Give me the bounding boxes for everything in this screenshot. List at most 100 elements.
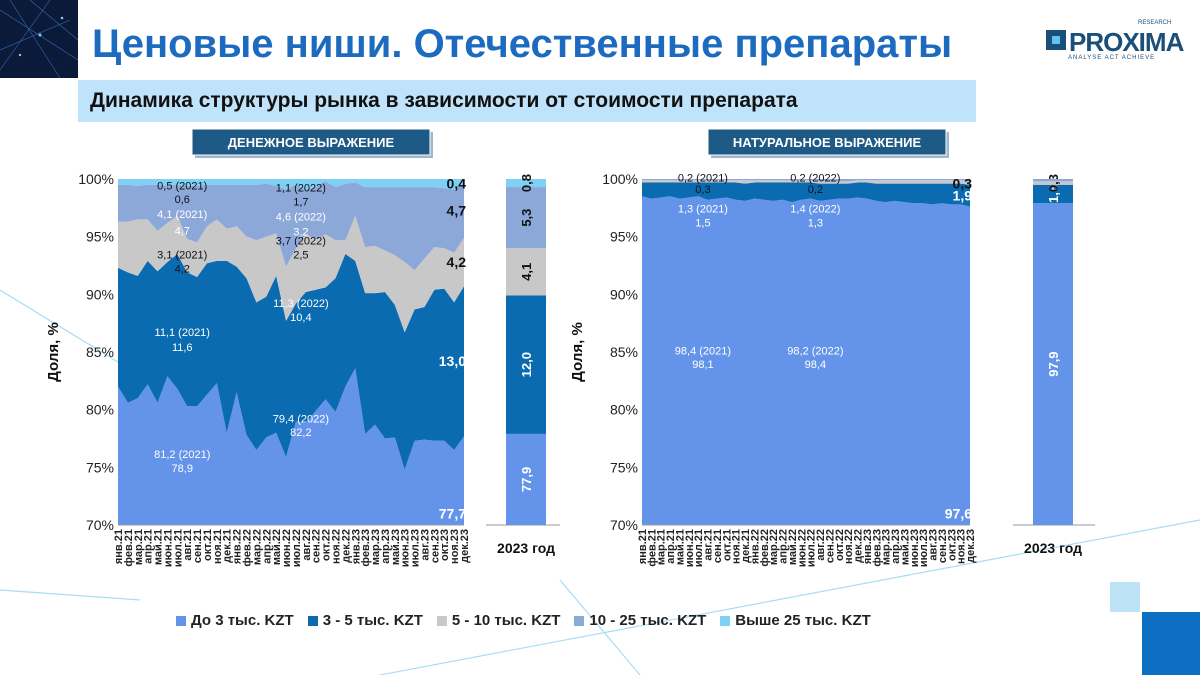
data-annotation: 1,4 (2022) bbox=[790, 203, 840, 215]
data-annotation: 3,7 (2022) bbox=[276, 236, 326, 248]
year-bar-caption: 2023 год bbox=[497, 540, 555, 556]
x-tick-label: июн.22 bbox=[796, 529, 808, 567]
chart-header-text: ДЕНЕЖНОЕ ВЫРАЖЕНИЕ bbox=[228, 135, 395, 150]
data-annotation: 0,2 (2021) bbox=[678, 172, 728, 184]
data-annotation: 0,2 bbox=[808, 184, 823, 196]
proxima-logo: PROXIMA RESEARCH ANALYSE ACT ACHIEVE bbox=[1046, 20, 1184, 68]
x-tick-label: июн.21 bbox=[684, 529, 696, 567]
x-tick-label: авг.22 bbox=[815, 529, 827, 561]
x-tick-label: фев.22 bbox=[242, 529, 254, 567]
x-tick-label: май.22 bbox=[787, 529, 799, 565]
area-series-4 bbox=[118, 181, 464, 271]
x-tick-label: авг.23 bbox=[928, 529, 940, 561]
x-tick-label: май.23 bbox=[899, 529, 911, 565]
end-value-label: 97,6 bbox=[945, 505, 972, 521]
y-tick-label: 95% bbox=[610, 229, 638, 245]
x-tick-label: сен.21 bbox=[712, 529, 724, 563]
legend-swatch bbox=[176, 615, 186, 626]
year-bar-label: 4,1 bbox=[519, 263, 534, 281]
x-tick-label: сен.23 bbox=[429, 529, 441, 563]
chart-natural: НАТУРАЛЬНОЕ ВЫРАЖЕНИЕ 70% 75% 80% 85% 90% 95% 1… bbox=[569, 128, 1095, 567]
x-tick-label: сен.22 bbox=[311, 529, 323, 563]
area-series-1 bbox=[642, 196, 970, 525]
logo-research: RESEARCH bbox=[1138, 20, 1172, 26]
year-bar-label: 0,8 bbox=[519, 174, 534, 192]
y-tick-label: 100% bbox=[78, 171, 114, 187]
year-bar-label: 0,3 bbox=[1046, 174, 1061, 192]
area-series-2 bbox=[642, 182, 970, 207]
data-annotation: 0,2 (2022) bbox=[790, 172, 840, 184]
area-series-group bbox=[118, 179, 464, 525]
x-tick-label: июл.21 bbox=[172, 529, 184, 567]
data-annotation: 98,4 (2021) bbox=[675, 345, 731, 357]
x-tick-label: ноя.22 bbox=[843, 529, 855, 564]
data-annotation: 98,1 bbox=[692, 359, 713, 371]
x-tick-label: сен.23 bbox=[937, 529, 949, 563]
logo-tagline: ANALYSE ACT ACHIEVE bbox=[1068, 55, 1156, 61]
data-annotation: 1,7 bbox=[293, 197, 308, 209]
x-tick-label: дек.23 bbox=[965, 529, 977, 563]
x-tick-label: май.21 bbox=[674, 529, 686, 565]
end-value-label: 13,0 bbox=[439, 353, 466, 369]
x-tick-label: фев.21 bbox=[646, 529, 658, 567]
x-tick-label: мар.23 bbox=[881, 529, 893, 565]
area-series-4 bbox=[642, 179, 970, 182]
decor-square-dark bbox=[1142, 612, 1200, 675]
year-bar-segment bbox=[1033, 203, 1073, 525]
data-annotation: 11,1 (2021) bbox=[155, 327, 210, 339]
decor-square-light bbox=[1110, 582, 1140, 612]
legend-item: До 3 тыс. KZT bbox=[176, 612, 294, 629]
y-axis-label: Доля, % bbox=[45, 322, 62, 382]
x-tick-label: май.22 bbox=[271, 529, 283, 565]
year-bar-segment bbox=[506, 433, 546, 525]
legend-label: Выше 25 тыс. KZT bbox=[735, 612, 871, 629]
end-value-label: 4,2 bbox=[447, 254, 467, 270]
x-tick-label: сен.22 bbox=[824, 529, 836, 563]
data-annotation: 4,7 bbox=[175, 225, 190, 237]
data-annotation: 4,6 (2022) bbox=[276, 212, 326, 224]
logo-mark-icon bbox=[1046, 30, 1066, 50]
area-series-5 bbox=[118, 179, 464, 190]
data-annotation: 0,3 bbox=[695, 184, 710, 196]
x-tick-label: окт.22 bbox=[321, 529, 333, 561]
x-tick-label: июн.23 bbox=[400, 529, 412, 567]
year-bar-segment bbox=[506, 295, 546, 434]
data-annotation: 4,1 (2021) bbox=[157, 209, 207, 221]
legend-item: Выше 25 тыс. KZT bbox=[720, 612, 871, 629]
data-annotation: 3,1 (2021) bbox=[157, 250, 207, 262]
x-tick-label: ноя.23 bbox=[956, 529, 968, 564]
subtitle-text: Динамика структуры рынка в зависимости о… bbox=[90, 89, 798, 112]
area-series-3 bbox=[118, 215, 464, 333]
x-tick-label: дек.22 bbox=[853, 529, 865, 563]
x-tick-label: фев.21 bbox=[123, 529, 135, 567]
x-tick-label: апр.21 bbox=[665, 529, 677, 564]
legend-label: 10 - 25 тыс. KZT bbox=[589, 612, 707, 629]
data-annotation: 1,1 (2022) bbox=[276, 183, 326, 195]
legend-item: 10 - 25 тыс. KZT bbox=[574, 612, 706, 629]
year-bar-segment bbox=[506, 248, 546, 296]
x-tick-label: ноя.23 bbox=[449, 529, 461, 564]
x-tick-label: авг.21 bbox=[703, 529, 715, 561]
area-series-2 bbox=[118, 253, 464, 470]
legend-label: 3 - 5 тыс. KZT bbox=[322, 612, 423, 629]
x-tick-label: авг.21 bbox=[182, 529, 194, 561]
x-tick-label: июл.23 bbox=[410, 529, 422, 567]
x-tick-label: апр.21 bbox=[143, 529, 155, 564]
chart-monetary: ДЕНЕЖНОЕ ВЫРАЖЕНИЕ 70% 75% 80% 85% 90% 95% 100%… bbox=[45, 128, 560, 567]
data-annotation: 0,6 bbox=[175, 194, 190, 206]
x-tick-label: окт.21 bbox=[721, 529, 733, 561]
x-tick-label: июн.21 bbox=[162, 529, 174, 567]
legend-swatch bbox=[720, 615, 731, 626]
y-tick-label: 85% bbox=[610, 344, 638, 360]
x-tick-label: сен.21 bbox=[192, 529, 204, 563]
x-tick-label: авг.22 bbox=[301, 529, 313, 561]
x-tick-label: фев.23 bbox=[360, 529, 372, 567]
y-tick-label: 75% bbox=[610, 459, 638, 475]
data-annotation: 1,3 bbox=[808, 217, 823, 229]
year-bar-label: 12,0 bbox=[519, 352, 534, 377]
y-tick-label: 95% bbox=[86, 229, 114, 245]
x-tick-label: мар.23 bbox=[370, 529, 382, 565]
data-annotation: 4,2 bbox=[175, 263, 190, 275]
data-annotation: 2,5 bbox=[293, 250, 308, 262]
y-axis-label: Доля, % bbox=[569, 322, 586, 382]
